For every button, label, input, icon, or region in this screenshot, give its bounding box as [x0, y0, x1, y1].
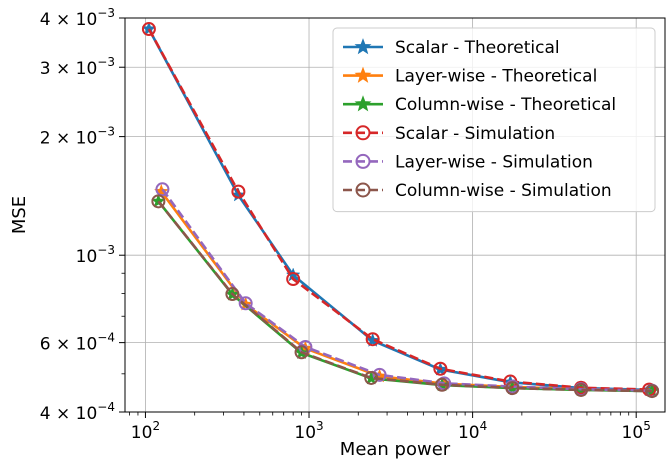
y-tick-label: 6 × 10−4: [40, 331, 115, 355]
legend-entry: Layer-wise - Theoretical: [343, 67, 597, 87]
y-tick-label: 2 × 10−3: [40, 125, 115, 149]
data-point-circle: [645, 384, 660, 399]
data-point-circle: [365, 332, 380, 347]
legend: Scalar - Theoretical Layer-wise - Theoret…: [332, 27, 656, 213]
data-point-circle: [141, 22, 156, 37]
data-point-circle: [155, 182, 170, 197]
minor-ticks: [121, 272, 630, 416]
x-tick-label: 104: [458, 419, 487, 443]
legend-entry: Column-wise - Theoretical: [343, 95, 616, 115]
series-5: [151, 194, 660, 399]
series-lines: [141, 21, 660, 399]
y-tick-label: 10−3: [76, 243, 115, 267]
y-tick-label: 4 × 10−3: [40, 6, 115, 30]
data-point-circle: [231, 184, 246, 199]
data-point-circle: [286, 272, 301, 287]
data-point-circle: [372, 367, 387, 382]
legend-entry: Column-wise - Simulation: [343, 181, 612, 201]
series-line: [160, 190, 653, 393]
data-point-circle: [433, 361, 448, 376]
legend-label: Column-wise - Simulation: [395, 181, 612, 201]
data-point-circle: [225, 287, 240, 302]
data-point-circle: [364, 370, 379, 385]
data-point-circle: [294, 345, 309, 360]
legend-marker-star: [354, 66, 372, 83]
data-point-circle: [435, 377, 450, 392]
legend-marker-circle: [355, 153, 371, 169]
legend-entry: Layer-wise - Simulation: [343, 152, 593, 172]
x-tick-label: 102: [131, 419, 160, 443]
legend-label: Layer-wise - Theoretical: [395, 67, 597, 87]
series-line: [147, 28, 650, 391]
data-point-circle: [574, 382, 589, 397]
x-tick-label: 105: [622, 419, 651, 443]
legend-marker-star: [354, 95, 372, 112]
x-axis-label: Mean power: [340, 439, 451, 460]
y-tick-label: 4 × 10−4: [40, 400, 115, 424]
axis-ticks: 102 103 104 105 4 × 10−3 3 × 10−3 2 × 10−3 10−3…: [40, 6, 651, 443]
plot-frame: [124, 17, 666, 413]
data-point-circle: [505, 381, 520, 396]
series-2: [151, 193, 660, 398]
legend-label: Scalar - Simulation: [395, 124, 555, 144]
series-line: [157, 200, 653, 393]
data-point-circle: [151, 194, 166, 209]
legend-label: Layer-wise - Simulation: [395, 152, 593, 172]
legend-entry: Scalar - Simulation: [343, 124, 555, 144]
legend-box: [332, 27, 656, 213]
y-axis-label: MSE: [9, 196, 30, 234]
legend-marker-star: [354, 38, 372, 55]
legend-marker-circle: [355, 125, 371, 141]
legend-marker-circle: [355, 182, 371, 198]
legend-label: Scalar - Theoretical: [395, 38, 560, 58]
legend-entry: Scalar - Theoretical: [343, 38, 560, 58]
legend-label: Column-wise - Theoretical: [395, 95, 616, 115]
x-tick-label: 103: [294, 419, 323, 443]
data-point-circle: [238, 296, 253, 311]
y-tick-label: 3 × 10−3: [40, 55, 115, 79]
